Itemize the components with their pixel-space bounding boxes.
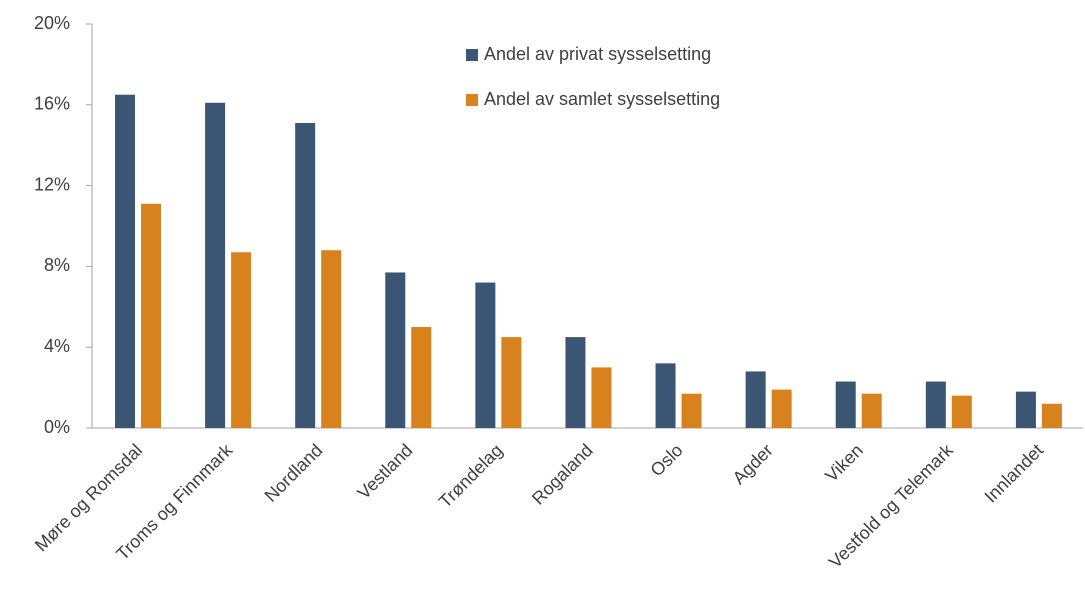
bar xyxy=(951,395,972,428)
bar xyxy=(565,337,586,428)
bar xyxy=(115,94,135,428)
x-tick-label: Rogaland xyxy=(528,440,597,509)
x-tick-label: Viken xyxy=(821,440,867,486)
x-tick-label: Vestland xyxy=(353,440,416,503)
bar xyxy=(925,381,946,428)
x-tick-label: Oslo xyxy=(646,440,686,480)
y-tick-label: 20% xyxy=(34,13,70,33)
bar xyxy=(861,393,882,428)
x-tick-label: Nordland xyxy=(261,440,327,506)
bar xyxy=(771,389,792,428)
y-tick-label: 8% xyxy=(44,255,70,275)
bar xyxy=(231,252,252,428)
bar xyxy=(591,367,612,428)
bar xyxy=(321,250,342,428)
x-tick-label: Trøndelag xyxy=(435,440,507,512)
bar xyxy=(835,381,856,428)
bar xyxy=(411,327,432,428)
bar xyxy=(205,102,226,428)
bar xyxy=(385,272,406,428)
y-tick-label: 0% xyxy=(44,417,70,437)
bar xyxy=(745,371,766,428)
bar xyxy=(1015,391,1036,428)
bar xyxy=(295,122,316,428)
bar xyxy=(475,282,496,428)
y-tick-label: 4% xyxy=(44,336,70,356)
bar xyxy=(655,363,676,428)
bar xyxy=(141,203,161,428)
y-tick-label: 12% xyxy=(34,174,70,194)
bar xyxy=(501,337,522,428)
bar xyxy=(681,393,702,428)
y-tick-label: 16% xyxy=(34,94,70,114)
legend-swatch xyxy=(466,94,478,106)
legend-label: Andel av samlet sysselsetting xyxy=(484,89,720,109)
bar xyxy=(1041,403,1062,428)
legend-swatch xyxy=(466,49,478,61)
x-tick-label: Innlandet xyxy=(981,440,1048,507)
legend-label: Andel av privat sysselsetting xyxy=(484,44,711,64)
x-tick-label: Agder xyxy=(729,440,777,488)
